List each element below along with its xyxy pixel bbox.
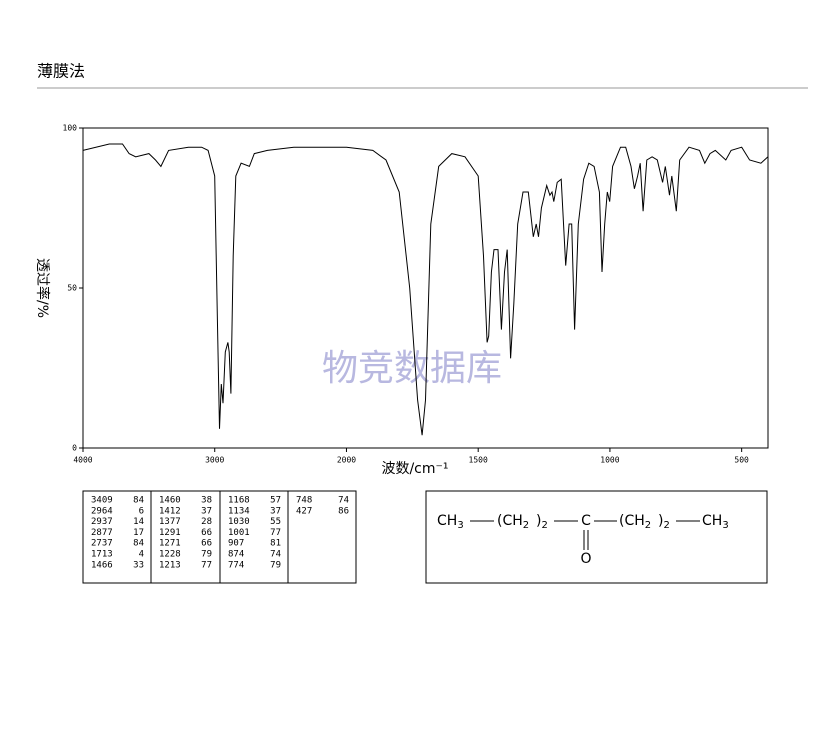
peak-wavenumber: 427 (296, 506, 312, 516)
peak-transmittance: 28 (201, 517, 212, 527)
peak-transmittance: 81 (270, 539, 281, 549)
group: CH3 (437, 513, 464, 531)
peak-wavenumber: 1001 (228, 528, 250, 538)
peak-wavenumber: 1168 (228, 496, 250, 506)
y-tick-label: 100 (63, 124, 78, 133)
peak-wavenumber: 1213 (159, 560, 181, 570)
watermark: 物竞数据库 (322, 348, 502, 389)
x-tick-label: 1000 (600, 456, 619, 465)
oxygen: O (580, 551, 591, 567)
peak-transmittance: 86 (338, 506, 349, 516)
x-tick-label: 500 (734, 456, 749, 465)
structure: CH3 (CH2 )2 C (CH2 )2 CH3 O (437, 513, 729, 567)
y-tick-label: 0 (72, 444, 77, 453)
peak-wavenumber: 1271 (159, 539, 181, 549)
structure-box (425, 490, 768, 584)
peak-transmittance: 77 (270, 528, 281, 538)
spectrum-line (82, 143, 769, 436)
peak-wavenumber: 2737 (91, 539, 113, 549)
header-title: 薄膜法 (37, 62, 85, 81)
peak-transmittance: 14 (133, 517, 144, 527)
peak-wavenumber: 1460 (159, 496, 181, 506)
y-tick-label: 50 (67, 284, 77, 293)
peak-transmittance: 84 (133, 496, 144, 506)
peak-transmittance: 74 (338, 496, 349, 506)
group: C (581, 513, 591, 529)
peak-transmittance: 57 (270, 496, 281, 506)
x-tick-label: 3000 (205, 456, 224, 465)
y-axis-label: 透过率/% (34, 258, 51, 318)
peak-transmittance: 66 (201, 528, 212, 538)
peak-transmittance: 79 (270, 560, 281, 570)
peak-wavenumber: 1228 (159, 550, 181, 560)
peak-wavenumber: 1412 (159, 506, 181, 516)
group: CH3 (702, 513, 729, 531)
peak-transmittance: 38 (201, 496, 212, 506)
x-tick-label: 2000 (337, 456, 356, 465)
peak-transmittance: 6 (139, 506, 144, 516)
peak-wavenumber: 1291 (159, 528, 181, 538)
peak-wavenumber: 2937 (91, 517, 113, 527)
peak-transmittance: 74 (270, 550, 281, 560)
group: )2 (536, 513, 548, 531)
x-tick-label: 1500 (469, 456, 488, 465)
peak-wavenumber: 1134 (228, 506, 250, 516)
peak-transmittance: 79 (201, 550, 212, 560)
peak-transmittance: 37 (270, 506, 281, 516)
peak-transmittance: 66 (201, 539, 212, 549)
peak-transmittance: 17 (133, 528, 144, 538)
peak-wavenumber: 2964 (91, 506, 113, 516)
peak-wavenumber: 1377 (159, 517, 181, 527)
peak-wavenumber: 774 (228, 560, 244, 570)
peak-wavenumber: 1466 (91, 560, 113, 570)
x-tick-label: 4000 (73, 456, 92, 465)
peak-transmittance: 77 (201, 560, 212, 570)
peak-transmittance: 33 (133, 560, 144, 570)
peak-wavenumber: 874 (228, 550, 244, 560)
peak-wavenumber: 907 (228, 539, 244, 549)
peak-wavenumber: 3409 (91, 496, 113, 506)
peak-wavenumber: 2877 (91, 528, 113, 538)
peak-wavenumber: 1030 (228, 517, 250, 527)
group: (CH2 (619, 513, 651, 531)
peak-transmittance: 84 (133, 539, 144, 549)
group: )2 (658, 513, 670, 531)
peak-wavenumber: 748 (296, 496, 312, 506)
peak-wavenumber: 1713 (91, 550, 113, 560)
peak-transmittance: 55 (270, 517, 281, 527)
x-axis-label: 波数/cm⁻¹ (381, 461, 448, 477)
group: (CH2 (497, 513, 529, 531)
peak-transmittance: 4 (139, 550, 144, 560)
peak-transmittance: 37 (201, 506, 212, 516)
